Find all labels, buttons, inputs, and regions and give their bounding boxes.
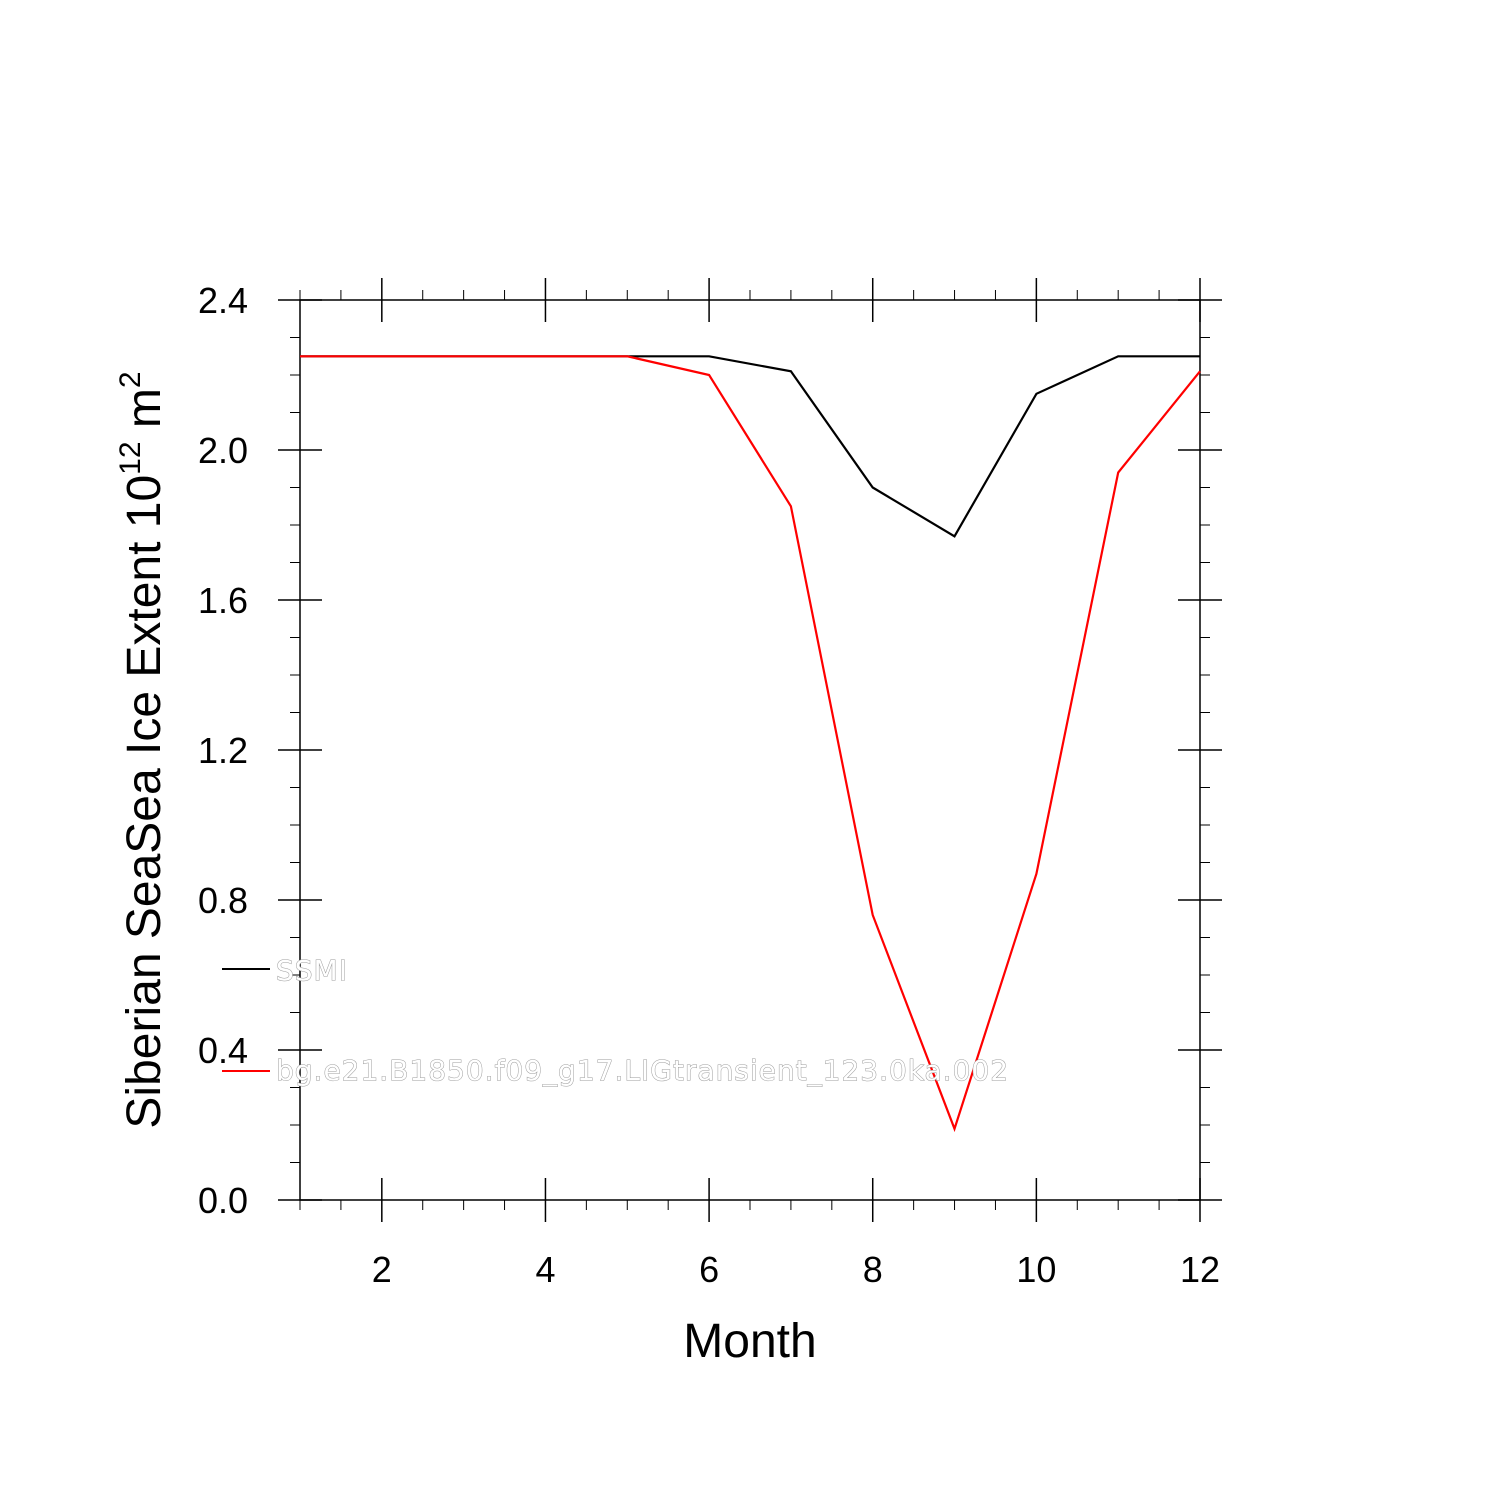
y-tick-label: 1.2 xyxy=(198,730,248,771)
axis-ticks xyxy=(278,278,1222,1222)
x-axis-title: Month xyxy=(683,1315,816,1368)
x-tick-label: 8 xyxy=(863,1249,883,1290)
x-tick-label: 4 xyxy=(535,1249,555,1290)
y-tick-label: 2.0 xyxy=(198,430,248,471)
y-axis-title-text: Siberian SeaSea Ice Extent 10 xyxy=(118,475,171,1129)
series-line-1 xyxy=(300,355,1201,1133)
x-tick-label: 10 xyxy=(1016,1249,1056,1290)
y-tick-label: 0.8 xyxy=(198,880,248,921)
y-tick-label: 1.6 xyxy=(198,580,248,621)
y-axis-title-unit-exponent: 2 xyxy=(114,371,147,388)
y-tick-label: 2.4 xyxy=(198,280,248,321)
y-axis-title: Siberian SeaSea Ice Extent 1012 m2 xyxy=(114,371,171,1128)
tick-labels: 2 4 6 8 10 12 0.0 0.4 0.8 1.2 1.6 2.0 2.4 xyxy=(198,280,1220,1290)
y-axis-title-exponent: 12 xyxy=(114,441,147,474)
y-tick-label: 0.4 xyxy=(198,1030,248,1071)
legend: SSMI bg.e21.B1850.f09_g17.LIGtransient_1… xyxy=(222,954,1009,1088)
series-lines xyxy=(300,355,1201,1133)
legend-label-lig: bg.e21.B1850.f09_g17.LIGtransient_123.0k… xyxy=(276,1054,1009,1087)
x-tick-label: 2 xyxy=(372,1249,392,1290)
y-tick-label: 0.0 xyxy=(198,1180,248,1221)
y-axis-title-unit: m xyxy=(118,388,171,441)
x-tick-label: 6 xyxy=(699,1249,719,1290)
legend-label-ssmi: SSMI xyxy=(276,954,348,987)
x-tick-label: 12 xyxy=(1180,1249,1220,1290)
series-line-0 xyxy=(300,355,1200,538)
